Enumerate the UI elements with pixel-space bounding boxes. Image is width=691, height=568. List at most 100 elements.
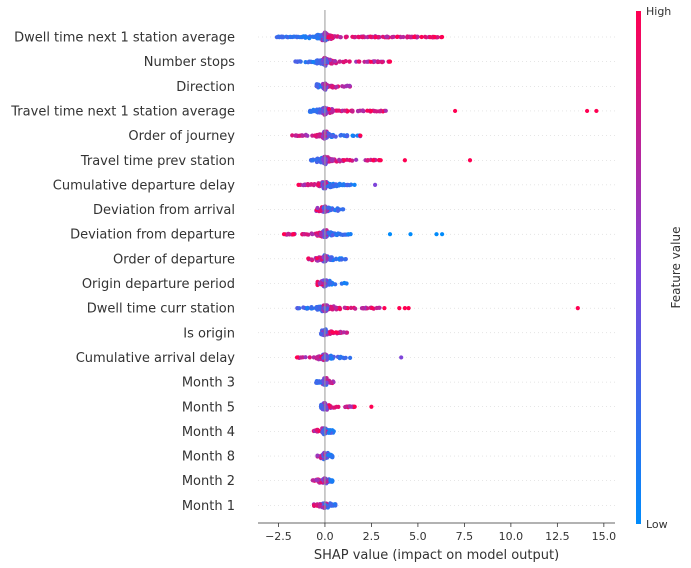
shap-point [345, 133, 350, 139]
shap-point [422, 34, 428, 39]
shap-point [314, 477, 319, 483]
shap-outlier-point [399, 355, 404, 360]
shap-point [329, 306, 334, 311]
shap-point [322, 32, 327, 37]
shap-point [408, 35, 413, 40]
shap-point [368, 59, 373, 64]
shap-point [342, 280, 347, 286]
shap-point [346, 232, 351, 237]
shap-outlier-point [387, 59, 393, 64]
shap-point [344, 330, 350, 335]
shap-point [311, 59, 316, 65]
shap-point [324, 380, 329, 385]
feature-label: Month 4 [182, 425, 235, 440]
feature-label: Origin departure period [82, 277, 235, 292]
x-tick-label: 7.5 [456, 530, 474, 543]
shap-point [322, 281, 327, 286]
shap-point [317, 281, 322, 286]
feature-label: Deviation from departure [70, 228, 235, 243]
feature-label: Cumulative arrival delay [76, 351, 236, 366]
shap-point [343, 355, 348, 360]
x-tick-label: 2.5 [363, 530, 381, 543]
shap-outlier-point [453, 108, 458, 114]
shap-point [319, 403, 324, 408]
shap-outlier-point [432, 34, 437, 40]
shap-point [334, 404, 339, 409]
shap-outlier-point [434, 232, 439, 237]
shap-point [297, 133, 302, 138]
shap-point [322, 85, 327, 91]
shap-point [338, 133, 343, 138]
shap-point [314, 427, 319, 433]
shap-point [293, 133, 298, 138]
shap-point [341, 84, 347, 89]
shap-outlier-point [352, 404, 357, 409]
shap-point [322, 505, 327, 510]
feature-row-points [314, 204, 346, 214]
feature-row-points [314, 81, 353, 92]
shap-point [360, 35, 365, 40]
shap-point [303, 132, 308, 137]
x-tick-label: 15.0 [592, 530, 617, 543]
shap-point [333, 330, 339, 335]
colorbar-low-label: Low [646, 518, 668, 531]
feature-labels: Dwell time next 1 station average Number … [10, 31, 235, 514]
shap-point [338, 35, 343, 40]
shap-point [360, 108, 365, 113]
shap-outlier-point [585, 108, 590, 114]
shap-point [354, 157, 359, 162]
shap-point [296, 34, 301, 40]
shap-point [322, 231, 327, 236]
shap-point [317, 379, 322, 384]
feature-row-points [310, 476, 335, 486]
shap-point [342, 158, 347, 163]
shap-point [328, 257, 333, 262]
shap-point [327, 184, 332, 189]
shap-point [274, 35, 279, 40]
shap-point [326, 107, 331, 112]
colorbar: High Low Feature value [636, 5, 683, 531]
shap-point [329, 380, 334, 385]
shap-point [329, 84, 334, 89]
shap-point [303, 355, 308, 360]
x-tick-label: 12.5 [545, 530, 570, 543]
shap-outlier-point [594, 108, 599, 114]
shap-outlier-point [412, 34, 417, 40]
shap-point [334, 84, 339, 89]
feature-label: Is origin [183, 326, 235, 341]
shap-point [318, 231, 324, 236]
shap-point [350, 133, 355, 138]
shap-point [337, 181, 342, 186]
shap-point [330, 133, 335, 139]
feature-row-points [294, 352, 404, 363]
shap-outlier-point [419, 34, 424, 40]
shap-point [315, 61, 320, 66]
shap-point [301, 183, 306, 188]
shap-point [307, 355, 312, 360]
shap-point [374, 109, 379, 114]
x-axis-label: SHAP value (impact on model output) [314, 548, 559, 563]
feature-label: Month 2 [182, 474, 235, 489]
shap-point [345, 83, 350, 88]
shap-point [304, 232, 309, 237]
feature-label: Cumulative departure delay [53, 178, 235, 193]
shap-point [347, 404, 352, 409]
shap-point [365, 108, 370, 113]
feature-row-points [306, 253, 348, 264]
shap-point [291, 34, 296, 39]
shap-outlier-point [406, 306, 411, 311]
shap-point [356, 35, 362, 40]
shap-point [347, 59, 352, 64]
shap-point [297, 59, 303, 64]
shap-point [332, 59, 338, 64]
shap-point [285, 35, 290, 40]
shap-outlier-point [378, 158, 383, 163]
shap-point [394, 34, 400, 40]
shap-point [326, 452, 331, 458]
shap-point [342, 108, 347, 113]
shap-point [355, 109, 361, 114]
shap-point [310, 158, 315, 163]
feature-label: Month 1 [182, 499, 235, 514]
shap-point [428, 35, 433, 40]
